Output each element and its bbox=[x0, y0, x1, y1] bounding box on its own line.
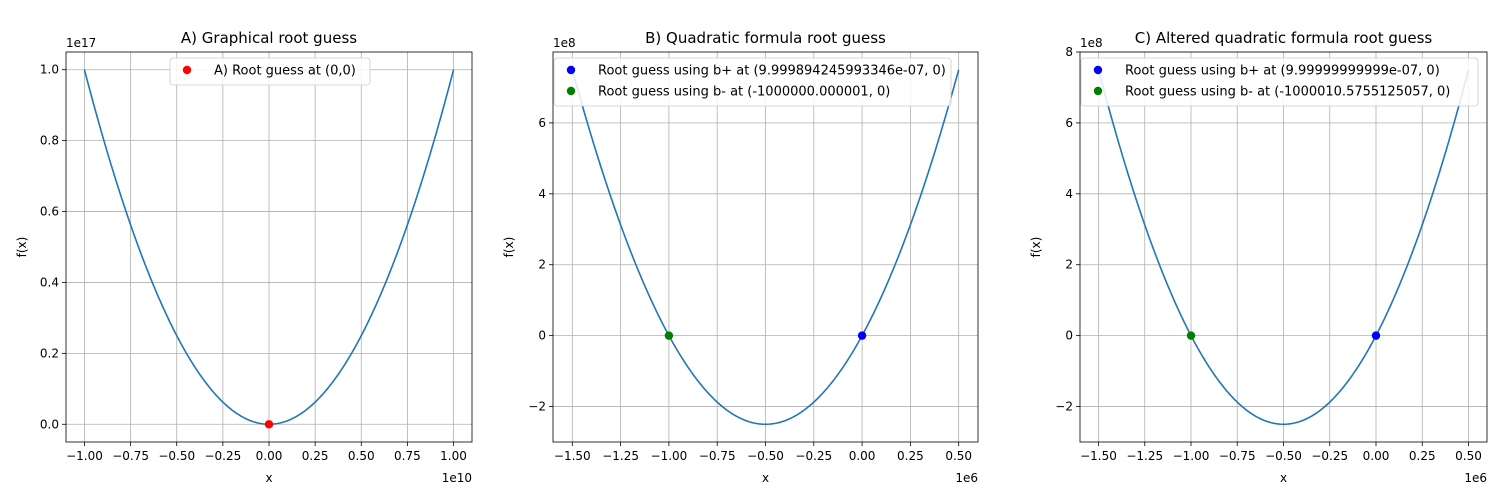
y-tick-label: 0.8 bbox=[40, 134, 59, 148]
function-curve bbox=[571, 69, 960, 426]
chart-title: C) Altered quadratic formula root guess bbox=[1135, 29, 1433, 47]
legend-label: Root guess using b- at (-1000010.5755125… bbox=[1125, 85, 1450, 100]
legend-marker-green bbox=[566, 86, 576, 96]
x-axis-label: x bbox=[265, 471, 272, 485]
legend-label: Root guess using b- at (-1000000.000001,… bbox=[598, 85, 890, 100]
x-tick-label: −0.50 bbox=[158, 449, 195, 463]
legend-box bbox=[169, 57, 371, 86]
x-tick-label: −1.00 bbox=[66, 449, 103, 463]
y-tick-label: 0.4 bbox=[40, 275, 59, 289]
root-point-red bbox=[264, 420, 274, 429]
legend: Root guess using b+ at (9.99989424599334… bbox=[553, 57, 952, 107]
chart-title: A) Graphical root guess bbox=[181, 29, 357, 47]
y-axis-label: f(x) bbox=[502, 237, 516, 258]
y-offset-text: 1e8 bbox=[1080, 36, 1103, 50]
y-tick-label: 8 bbox=[1065, 45, 1073, 59]
legend-marker-blue bbox=[566, 65, 576, 75]
x-tick-label: −1.00 bbox=[651, 449, 688, 463]
y-tick-label: 6 bbox=[1065, 116, 1073, 130]
legend-marker-red bbox=[182, 65, 192, 75]
function-curve bbox=[1097, 69, 1470, 426]
y-tick-label: 0.2 bbox=[40, 346, 59, 360]
y-tick-label: −2 bbox=[528, 400, 546, 414]
x-tick-label: 0.75 bbox=[394, 449, 421, 463]
y-tick-label: 0 bbox=[1065, 329, 1073, 343]
x-tick-label: 1.00 bbox=[440, 449, 467, 463]
y-axis-label: f(x) bbox=[15, 237, 29, 258]
y-tick-label: 4 bbox=[538, 187, 546, 201]
y-tick-label: 2 bbox=[1065, 258, 1073, 272]
x-tick-label: 0.50 bbox=[348, 449, 375, 463]
x-tick-label: −0.25 bbox=[204, 449, 241, 463]
x-tick-label: 0.00 bbox=[1363, 449, 1390, 463]
legend-label: A) Root guess at (0,0) bbox=[214, 64, 356, 79]
y-tick-label: −2 bbox=[1055, 400, 1073, 414]
root-point-green bbox=[664, 331, 674, 340]
x-tick-label: −1.50 bbox=[554, 449, 591, 463]
x-tick-label: −0.75 bbox=[1219, 449, 1256, 463]
y-axis-label: f(x) bbox=[1029, 237, 1043, 258]
x-offset-text: 1e10 bbox=[442, 471, 472, 485]
legend: A) Root guess at (0,0) bbox=[169, 57, 371, 86]
x-tick-label: 0.25 bbox=[897, 449, 924, 463]
legend-marker-green bbox=[1093, 86, 1103, 96]
legend-marker-blue bbox=[1093, 65, 1103, 75]
x-tick-label: −1.25 bbox=[602, 449, 639, 463]
legend-label: Root guess using b+ at (9.99999999999e-0… bbox=[1125, 64, 1440, 79]
x-tick-label: −0.50 bbox=[1265, 449, 1302, 463]
chart-panel-2: −1.50 −1.25 −1.00 −0.75 −0.50 −0.25 0.00 0.25 0.… bbox=[1029, 29, 1488, 485]
y-tick-label: 6 bbox=[538, 116, 546, 130]
x-axis-label: x bbox=[762, 471, 769, 485]
x-tick-label: −1.25 bbox=[1126, 449, 1163, 463]
x-tick-label: 0.50 bbox=[945, 449, 972, 463]
y-tick-label: 2 bbox=[538, 258, 546, 272]
chart-panel-0: −1.00 −0.75 −0.50 −0.25 0.00 0.25 0.50 0.75 1.00… bbox=[15, 29, 473, 485]
x-tick-label: −0.50 bbox=[747, 449, 784, 463]
x-tick-label: 0.00 bbox=[256, 449, 283, 463]
x-axis-label: x bbox=[1280, 471, 1287, 485]
y-tick-label: 0 bbox=[538, 329, 546, 343]
legend-box bbox=[553, 57, 952, 107]
y-tick-label: 1.0 bbox=[40, 63, 59, 77]
root-point-blue bbox=[1371, 331, 1381, 340]
y-offset-text: 1e8 bbox=[553, 36, 576, 50]
x-tick-label: 0.00 bbox=[849, 449, 876, 463]
y-tick-label: 0.6 bbox=[40, 205, 59, 219]
chart-panel-1: −1.50 −1.25 −1.00 −0.75 −0.50 −0.25 0.00 0.25 0.… bbox=[502, 29, 979, 485]
chart-title: B) Quadratic formula root guess bbox=[645, 29, 886, 47]
x-tick-label: −0.75 bbox=[112, 449, 149, 463]
x-tick-label: 0.50 bbox=[1455, 449, 1482, 463]
y-offset-text: 1e17 bbox=[66, 36, 96, 50]
x-tick-label: −0.25 bbox=[795, 449, 832, 463]
root-point-green bbox=[1186, 331, 1196, 340]
x-tick-label: −1.50 bbox=[1080, 449, 1117, 463]
x-offset-text: 1e6 bbox=[955, 471, 978, 485]
x-tick-label: −0.25 bbox=[1311, 449, 1348, 463]
root-point-blue bbox=[857, 331, 867, 340]
x-tick-label: −1.00 bbox=[1173, 449, 1210, 463]
legend-label: Root guess using b+ at (9.99989424599334… bbox=[598, 64, 946, 79]
y-tick-label: 0.0 bbox=[40, 417, 59, 431]
x-tick-label: −0.75 bbox=[699, 449, 736, 463]
x-offset-text: 1e6 bbox=[1464, 471, 1487, 485]
legend: Root guess using b+ at (9.99999999999e-0… bbox=[1080, 57, 1479, 107]
x-tick-label: 0.25 bbox=[302, 449, 329, 463]
y-tick-label: 4 bbox=[1065, 187, 1073, 201]
x-tick-label: 0.25 bbox=[1409, 449, 1436, 463]
legend-box bbox=[1080, 57, 1479, 107]
